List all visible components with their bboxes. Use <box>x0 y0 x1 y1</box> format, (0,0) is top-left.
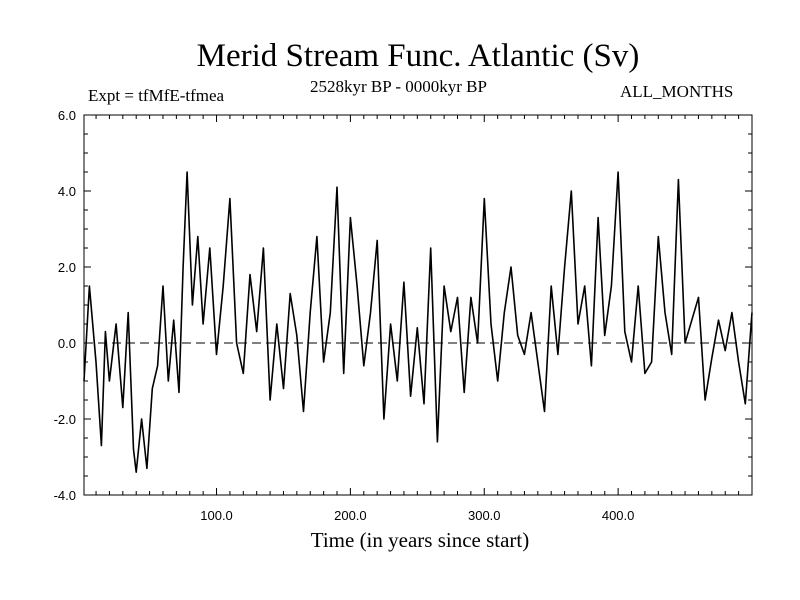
y-tick-label: -4.0 <box>54 488 76 503</box>
x-tick-label: 400.0 <box>602 508 635 523</box>
series-line <box>83 171 753 474</box>
period-label: 2528kyr BP - 0000kyr BP <box>310 77 487 96</box>
experiment-label: Expt = tfMfE-tfmea <box>88 86 225 105</box>
chart-title: Merid Stream Func. Atlantic (Sv) <box>196 38 640 74</box>
plot-frame <box>83 114 753 496</box>
x-tick-label: 200.0 <box>334 508 367 523</box>
x-tick-label: 100.0 <box>200 508 233 523</box>
y-tick-label: 2.0 <box>58 260 76 275</box>
months-label: ALL_MONTHS <box>620 82 734 101</box>
y-tick-label: -2.0 <box>54 412 76 427</box>
x-axis-label: Time (in years since start) <box>310 528 530 552</box>
y-tick-label: 4.0 <box>58 184 76 199</box>
y-tick-label: 6.0 <box>58 108 76 123</box>
y-tick-label: 0.0 <box>58 336 76 351</box>
x-tick-label: 300.0 <box>468 508 501 523</box>
